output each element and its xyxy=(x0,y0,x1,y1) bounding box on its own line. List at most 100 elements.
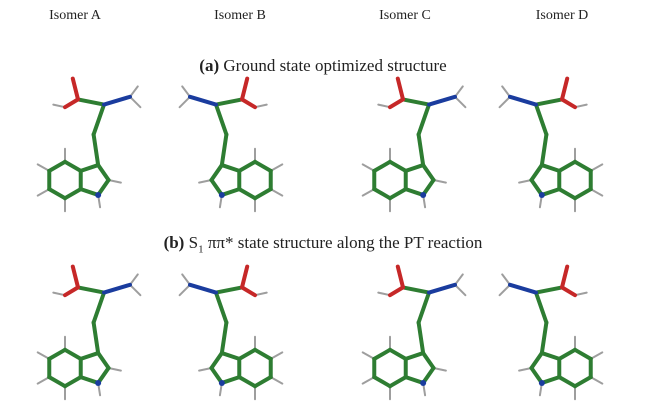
figure: Isomer A Isomer B Isomer C Isomer D (a) … xyxy=(0,0,646,416)
ring-bond xyxy=(255,162,271,171)
nitrogen-atom xyxy=(539,192,545,198)
chain-bond xyxy=(190,97,216,105)
nitrogen-atom xyxy=(539,380,545,386)
ring-bond xyxy=(65,350,81,359)
hydrogen-bond-stick xyxy=(180,97,190,107)
chain-bond xyxy=(536,99,562,104)
chain-bond xyxy=(429,285,455,293)
ring-bond xyxy=(255,377,271,386)
ring-bond xyxy=(531,165,541,180)
chain-bond xyxy=(222,323,227,354)
chain-bond xyxy=(562,267,567,288)
ring-bond xyxy=(559,162,575,171)
chain-bond xyxy=(403,99,429,104)
chain-bond xyxy=(65,287,78,295)
chain-bond xyxy=(94,323,99,354)
ring-bond xyxy=(406,353,423,359)
structures xyxy=(0,0,646,416)
ring-bond xyxy=(81,165,98,171)
ring-bond xyxy=(542,165,559,171)
chain-bond xyxy=(419,135,424,166)
chain-bond xyxy=(536,287,562,292)
hydrogen-bond-stick xyxy=(455,285,465,295)
chain-bond xyxy=(536,105,546,135)
ring-bond xyxy=(239,162,255,171)
chain-bond xyxy=(242,287,255,295)
chain-bond xyxy=(419,105,429,135)
chain-bond xyxy=(398,79,403,100)
chain-bond xyxy=(562,79,567,100)
chain-bond xyxy=(222,135,227,166)
chain-bond xyxy=(65,99,78,107)
ring-bond xyxy=(390,350,406,359)
chain-bond xyxy=(78,287,104,292)
ring-bond xyxy=(222,353,239,359)
chain-bond xyxy=(73,79,78,100)
ring-bond xyxy=(390,377,406,386)
chain-bond xyxy=(94,105,104,135)
hydrogen-bond-stick xyxy=(500,285,510,295)
nitrogen-atom xyxy=(420,380,426,386)
ring-bond xyxy=(49,162,65,171)
ring-bond xyxy=(423,165,433,180)
hydrogen-bond-stick xyxy=(130,97,140,107)
chain-bond xyxy=(190,285,216,293)
chain-bond xyxy=(242,99,255,107)
ring-bond xyxy=(374,189,390,198)
chain-bond xyxy=(510,97,536,105)
ring-bond xyxy=(374,162,390,171)
chain-bond xyxy=(419,293,429,323)
ring-bond xyxy=(575,377,591,386)
ring-bond xyxy=(65,189,81,198)
chain-bond xyxy=(242,267,247,288)
chain-bond xyxy=(398,267,403,288)
chain-bond xyxy=(216,287,242,292)
ring-bond xyxy=(239,350,255,359)
nitrogen-atom xyxy=(95,192,101,198)
hydrogen-bond-stick xyxy=(455,97,465,107)
ring-bond xyxy=(531,353,541,368)
ring-bond xyxy=(255,350,271,359)
chain-bond xyxy=(562,99,575,107)
ring-bond xyxy=(423,353,433,368)
ring-bond xyxy=(374,350,390,359)
ring-bond xyxy=(406,165,423,171)
ring-bond xyxy=(239,377,255,386)
hydrogen-bond-stick xyxy=(500,97,510,107)
chain-bond xyxy=(78,99,104,104)
ring-bond xyxy=(374,377,390,386)
chain-bond xyxy=(216,99,242,104)
ring-bond xyxy=(390,162,406,171)
ring-bond xyxy=(222,165,239,171)
nitrogen-atom xyxy=(420,192,426,198)
chain-bond xyxy=(536,293,546,323)
hydrogen-bond-stick xyxy=(180,285,190,295)
ring-bond xyxy=(98,353,108,368)
chain-bond xyxy=(390,99,403,107)
chain-bond xyxy=(216,293,226,323)
hydrogen-bond-stick xyxy=(130,285,140,295)
chain-bond xyxy=(419,323,424,354)
chain-bond xyxy=(104,97,130,105)
chain-bond xyxy=(94,135,99,166)
ring-bond xyxy=(559,189,575,198)
chain-bond xyxy=(542,135,547,166)
chain-bond xyxy=(390,287,403,295)
ring-bond xyxy=(575,350,591,359)
nitrogen-atom xyxy=(95,380,101,386)
ring-bond xyxy=(98,165,108,180)
nitrogen-atom xyxy=(219,192,225,198)
ring-bond xyxy=(559,377,575,386)
ring-bond xyxy=(65,162,81,171)
ring-bond xyxy=(239,189,255,198)
ring-bond xyxy=(390,189,406,198)
ring-bond xyxy=(255,189,271,198)
ring-bond xyxy=(542,353,559,359)
chain-bond xyxy=(429,97,455,105)
chain-bond xyxy=(104,285,130,293)
ring-bond xyxy=(211,353,221,368)
chain-bond xyxy=(94,293,104,323)
chain-bond xyxy=(542,323,547,354)
nitrogen-atom xyxy=(219,380,225,386)
chain-bond xyxy=(510,285,536,293)
